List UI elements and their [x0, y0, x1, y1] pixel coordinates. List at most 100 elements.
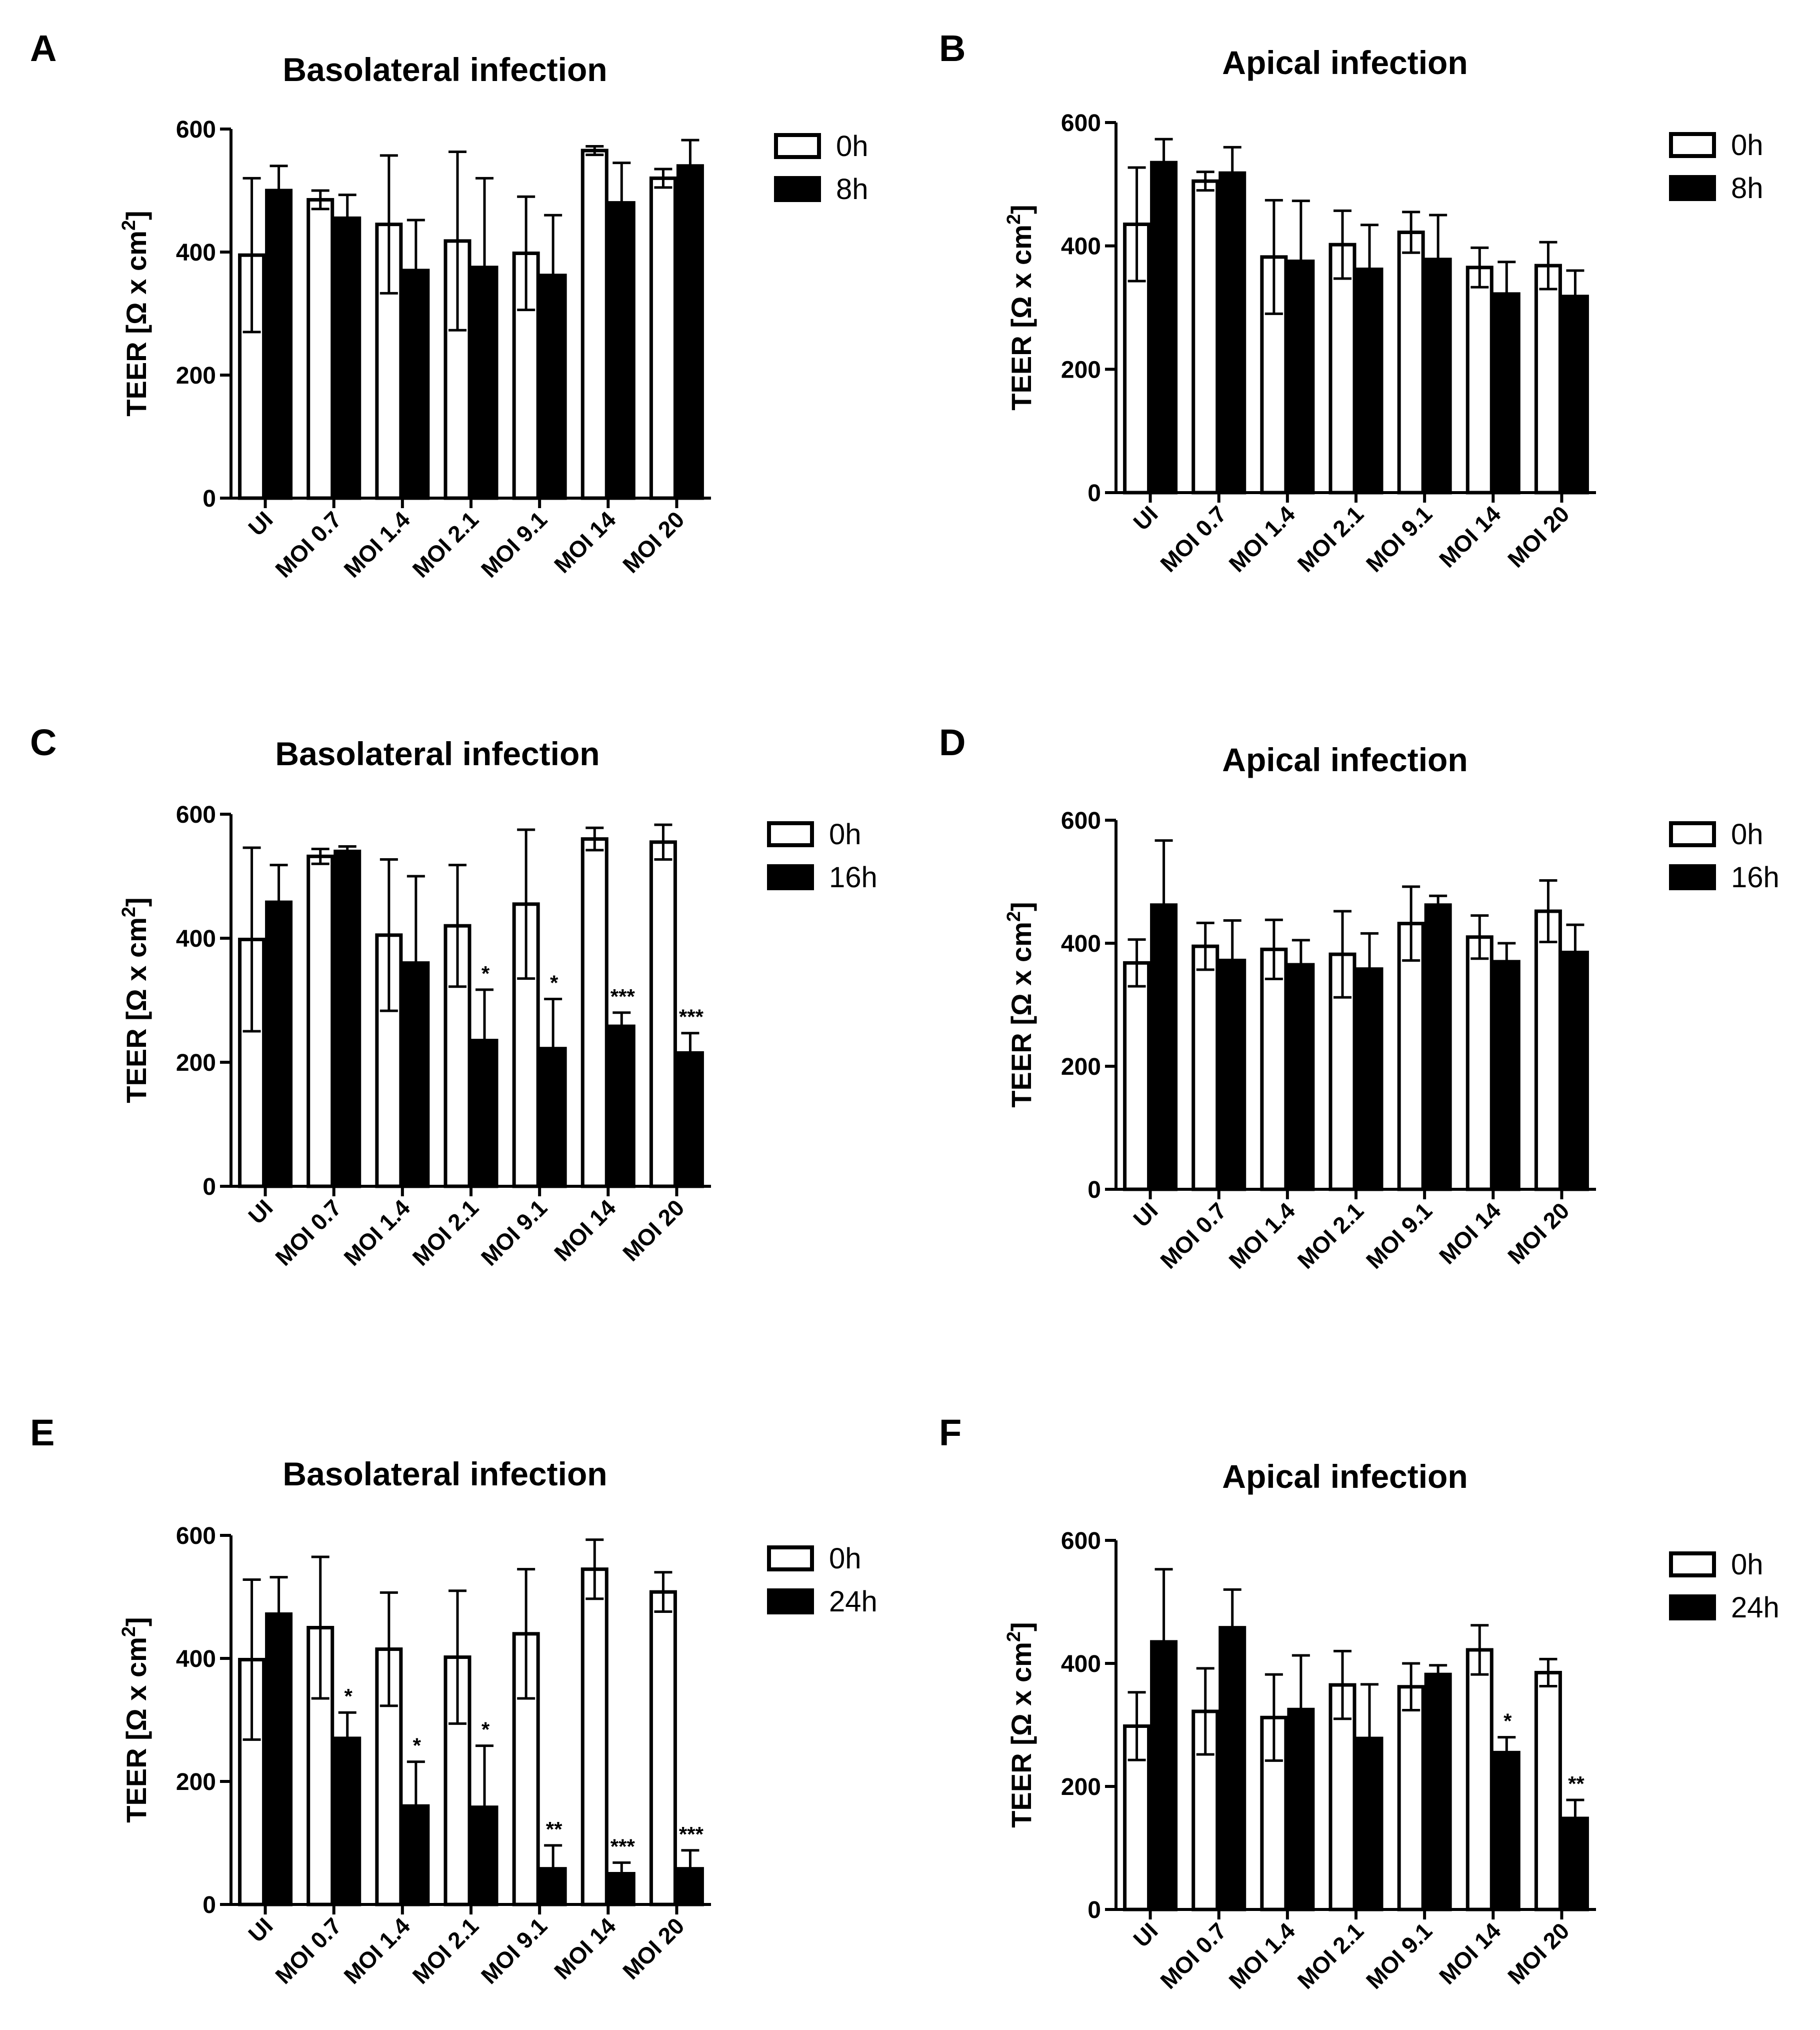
bar-8h-moi-9_1	[539, 274, 567, 500]
y-axis-label-end: ]	[1006, 902, 1037, 911]
legend-label-0h: 0h	[829, 818, 862, 851]
y-axis-label: TEER [Ω x cm2]	[1004, 205, 1037, 410]
y-axis-label-end: ]	[120, 211, 152, 220]
x-tick-label: MOI 14	[549, 1912, 621, 1984]
bar-0h-moi-9_1	[1397, 1685, 1425, 1911]
x-tick-label: MOI 0.7	[270, 506, 346, 582]
legend-label-0h: 0h	[1731, 818, 1764, 851]
bar-0h-moi-20	[649, 840, 677, 1188]
y-tick-label: 200	[1061, 357, 1101, 383]
x-tick-label: MOI 20	[618, 1912, 689, 1984]
legend-swatch-0h	[1669, 132, 1716, 158]
legend-label-0h: 0h	[1731, 1548, 1764, 1581]
bar-0h-moi-2_1	[1328, 1683, 1356, 1911]
significance-marker: *	[344, 1684, 353, 1708]
bar-0h-moi-1_4	[1260, 947, 1288, 1191]
y-axis-label-main: TEER [Ω x cm	[1006, 1642, 1037, 1828]
x-tick-label: MOI 2.1	[408, 506, 484, 582]
chart-title: Apical infection	[1222, 741, 1468, 778]
x-tick-label: UI	[1128, 501, 1162, 535]
bar-0h-moi-20	[1534, 909, 1562, 1191]
chart-title: Basolateral infection	[282, 1455, 607, 1492]
y-tick-label: 400	[1061, 931, 1101, 957]
bar-24h-moi-9_1	[1424, 1672, 1452, 1911]
bar-0h-moi-0_7	[1192, 179, 1220, 495]
x-tick-label: MOI 20	[618, 506, 689, 578]
bar-8h-moi-14	[608, 201, 636, 500]
bar-0h-moi-14	[580, 837, 608, 1188]
y-tick-label: 600	[1061, 1528, 1101, 1554]
y-axis-label-main: TEER [Ω x cm	[1006, 922, 1037, 1108]
bar-24h-moi-0_7	[1218, 1626, 1246, 1911]
y-tick-label: 200	[176, 1769, 216, 1795]
legend-label-0h: 0h	[829, 1542, 862, 1575]
y-axis-label-end: ]	[1006, 205, 1037, 214]
x-tick-label: MOI 9.1	[1361, 1197, 1437, 1273]
y-tick-label: 600	[1061, 110, 1101, 137]
x-tick-label: MOI 1.4	[338, 1194, 415, 1271]
y-axis-label-main: TEER [Ω x cm	[1006, 225, 1037, 411]
bar-24h-moi-14	[608, 1872, 636, 1906]
bar-0h-moi-20	[649, 176, 677, 500]
y-tick-label: 200	[176, 363, 216, 389]
bar-16h-ui	[265, 900, 293, 1188]
x-tick-label: MOI 2.1	[408, 1194, 484, 1270]
bar-8h-moi-2_1	[1356, 268, 1384, 495]
y-tick-label: 0	[1088, 480, 1101, 507]
x-tick-label: MOI 14	[1434, 1197, 1506, 1269]
y-tick-label: 200	[1061, 1774, 1101, 1800]
bar-0h-moi-14	[1466, 266, 1494, 495]
bar-0h-moi-9_1	[1397, 922, 1425, 1191]
chart-panel-b: B Apical infection TEER [Ω x cm2] 0 200 400 60…	[939, 28, 1764, 577]
y-axis-label-superscript: 2	[1004, 911, 1024, 922]
bar-8h-moi-0_7	[1218, 171, 1246, 495]
panel-letter: C	[30, 722, 56, 763]
bar-0h-moi-0_7	[1192, 944, 1220, 1191]
chart-title: Basolateral infection	[282, 51, 607, 88]
x-tick-label: MOI 9.1	[476, 1912, 552, 1988]
bar-24h-moi-14	[1492, 1750, 1520, 1911]
legend-label-8h: 8h	[836, 173, 868, 206]
chart-panel-f: F Apical infection TEER [Ω x cm2] 0 200 400 60…	[939, 1412, 1780, 1994]
x-tick-label: MOI 14	[549, 1194, 621, 1266]
y-tick-label: 200	[176, 1050, 216, 1076]
legend-swatch-16h	[1669, 864, 1716, 890]
y-tick-label: 400	[1061, 1651, 1101, 1677]
significance-marker: ***	[610, 1834, 636, 1858]
bar-0h-ui	[1123, 961, 1151, 1191]
bar-16h-moi-1_4	[402, 961, 430, 1188]
panel-letter: E	[30, 1412, 54, 1453]
panel-letter: A	[30, 28, 56, 69]
significance-marker: *	[550, 971, 558, 995]
y-tick-label: 400	[176, 240, 216, 266]
x-tick-label: MOI 0.7	[270, 1194, 346, 1270]
bar-24h-moi-9_1	[539, 1867, 567, 1906]
bar-16h-moi-14	[608, 1024, 636, 1188]
panel-letter: D	[939, 722, 966, 763]
bar-16h-moi-9_1	[539, 1047, 567, 1188]
x-tick-label: MOI 2.1	[408, 1912, 484, 1988]
legend-swatch-0h	[774, 133, 821, 159]
chart-title: Basolateral infection	[275, 735, 600, 772]
x-tick-label: MOI 20	[618, 1194, 689, 1266]
legend-label-24h: 24h	[829, 1585, 878, 1618]
bar-0h-moi-20	[649, 1590, 677, 1906]
bar-8h-moi-2_1	[470, 266, 498, 500]
y-axis-label: TEER [Ω x cm2]	[1004, 902, 1037, 1107]
y-axis-label-main: TEER [Ω x cm	[120, 1637, 152, 1823]
x-tick-label: MOI 2.1	[1292, 501, 1368, 577]
bar-8h-moi-20	[676, 164, 704, 500]
x-tick-label: MOI 0.7	[1155, 501, 1231, 577]
bar-8h-ui	[265, 189, 293, 500]
legend-label-16h: 16h	[1731, 861, 1780, 894]
bar-0h-moi-14	[580, 149, 608, 500]
x-tick-label: MOI 9.1	[476, 1194, 552, 1270]
chart-panel-c: C Basolateral infection TEER [Ω x cm2] 0 200…	[30, 722, 878, 1271]
y-axis-label-end: ]	[120, 1617, 152, 1626]
y-tick-label: 0	[1088, 1897, 1101, 1923]
legend-swatch-24h	[1669, 1594, 1716, 1620]
y-tick-label: 600	[176, 802, 216, 828]
bar-16h-moi-2_1	[1356, 967, 1384, 1191]
bar-16h-moi-1_4	[1287, 963, 1315, 1191]
bar-0h-moi-0_7	[306, 198, 334, 500]
